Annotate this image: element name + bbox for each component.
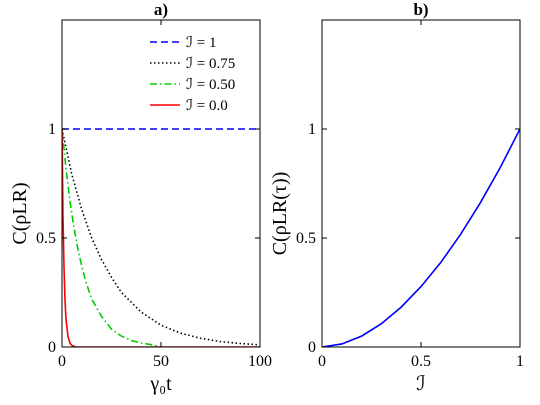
plot-frame (321, 19, 521, 348)
x-tick-label: 0.5 (411, 353, 431, 370)
y-axis-label: C(ρLR) (9, 182, 31, 244)
x-tick-label: 100 (248, 353, 272, 370)
x-tick-label: 0 (318, 353, 326, 370)
panel-title: b) (413, 0, 428, 19)
series-line-2 (62, 128, 260, 346)
x-tick-label: 50 (153, 353, 169, 370)
series-line-4 (62, 128, 260, 347)
y-tick-label: 1 (48, 121, 56, 138)
x-axis-label: γ₀t (149, 373, 172, 395)
legend-label: ℐ = 0.50 (186, 77, 235, 93)
y-tick-label: 0.5 (296, 230, 316, 247)
y-tick-label: 0 (48, 339, 56, 356)
y-tick-label: 0.5 (36, 230, 56, 247)
x-tick-label: 1 (516, 353, 524, 370)
y-tick-label: 0 (308, 339, 316, 356)
y-tick-label: 1 (308, 121, 316, 138)
legend-label: ℐ = 0.75 (186, 56, 235, 72)
x-axis-label: ℐ (416, 373, 425, 395)
x-tick-label: 0 (58, 353, 66, 370)
panel-a: 0 50 100 0 0.5 1 a) γ₀t C(ρLR) ℐ = 1 ℐ = 0.75 ℐ = 0… (9, 0, 272, 395)
series-line-1 (322, 128, 520, 347)
panel-b: 0 0.5 1 0 0.5 1 b) ℐ C(ρLR(τ)) (269, 0, 524, 395)
y-axis-label: C(ρLR(τ)) (269, 172, 291, 256)
legend-label: ℐ = 0.0 (186, 98, 228, 114)
panel-title: a) (154, 0, 168, 19)
legend-label: ℐ = 1 (186, 35, 217, 51)
series-line-3 (62, 128, 162, 347)
